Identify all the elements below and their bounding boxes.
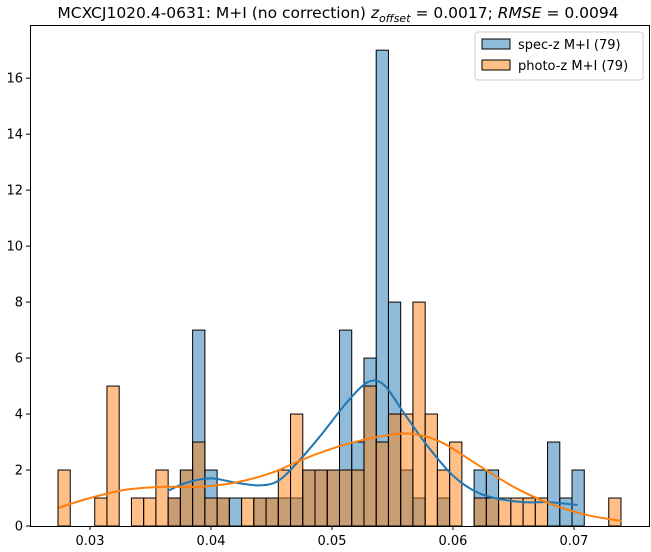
x-tick-label: 0.04 bbox=[197, 534, 226, 549]
bar-photo-z-bin-20 bbox=[302, 469, 316, 527]
legend: spec-z M+I (79) photo-z M+I (79) bbox=[474, 31, 644, 81]
bar-photo-z-bin-25 bbox=[363, 385, 377, 527]
legend-label-photo-z: photo-z M+I (79) bbox=[518, 59, 628, 74]
kde-line-photo-z bbox=[58, 432, 622, 522]
legend-box bbox=[474, 31, 644, 81]
x-tick-label: 0.07 bbox=[560, 534, 589, 549]
bar-photo-z-bin-29 bbox=[412, 301, 426, 527]
bar-photo-z-bin-4 bbox=[106, 385, 120, 527]
bar-photo-z-bin-34 bbox=[473, 497, 487, 527]
bar-photo-z-bin-17 bbox=[265, 497, 279, 527]
y-tick-label: 4 bbox=[15, 408, 23, 423]
plot-frame bbox=[30, 25, 650, 527]
bar-photo-z-bin-22 bbox=[326, 469, 340, 527]
bar-photo-z-bin-10 bbox=[179, 469, 194, 527]
bar-photo-z-bin-36 bbox=[498, 497, 512, 527]
legend-label-spec-z: spec-z M+I (79) bbox=[518, 38, 621, 53]
x-tick-label: 0.03 bbox=[76, 534, 105, 549]
legend-swatch-spec-z bbox=[481, 38, 511, 50]
bars-layer bbox=[57, 49, 622, 527]
x-tick-label: 0.05 bbox=[318, 534, 347, 549]
bar-spec-z-bin-42 bbox=[571, 469, 585, 527]
bar-photo-z-bin-26 bbox=[375, 441, 389, 527]
y-tick-label: 10 bbox=[6, 240, 23, 255]
bar-photo-z-bin-9 bbox=[167, 497, 181, 527]
bar-photo-z-bin-28 bbox=[400, 413, 414, 527]
bar-photo-z-bin-12 bbox=[204, 497, 218, 527]
bar-spec-z-bin-40 bbox=[547, 441, 561, 527]
bar-photo-z-bin-35 bbox=[485, 497, 500, 527]
chart-title: MCXCJ1020.4-0631: M+I (no correction) zo… bbox=[57, 4, 618, 25]
y-tick-label: 6 bbox=[15, 352, 23, 367]
bar-photo-z-bin-13 bbox=[216, 497, 230, 527]
bar-photo-z-bin-21 bbox=[314, 469, 328, 527]
bar-photo-z-bin-0 bbox=[57, 469, 71, 527]
bar-photo-z-bin-8 bbox=[155, 469, 169, 527]
kde-layer bbox=[58, 379, 622, 522]
y-tick-label: 14 bbox=[6, 128, 23, 143]
bar-photo-z-bin-30 bbox=[424, 413, 438, 527]
bar-photo-z-bin-7 bbox=[143, 497, 157, 527]
bar-spec-z-bin-14 bbox=[228, 497, 243, 527]
bar-photo-z-bin-32 bbox=[449, 441, 463, 527]
y-tick-label: 16 bbox=[6, 72, 23, 87]
bar-photo-z-bin-3 bbox=[94, 497, 108, 527]
bar-photo-z-bin-23 bbox=[338, 469, 353, 527]
bar-photo-z-bin-31 bbox=[436, 469, 451, 527]
bar-spec-z-bin-41 bbox=[559, 497, 573, 527]
bar-photo-z-bin-45 bbox=[608, 497, 622, 527]
bar-photo-z-bin-19 bbox=[290, 413, 304, 527]
bar-photo-z-bin-24 bbox=[351, 469, 365, 527]
legend-swatch-photo-z bbox=[481, 59, 511, 71]
x-tick-label: 0.06 bbox=[439, 534, 468, 549]
y-tick-label: 0 bbox=[15, 520, 23, 535]
y-tick-label: 8 bbox=[15, 296, 23, 311]
bar-photo-z-bin-15 bbox=[241, 497, 255, 527]
y-tick-label: 12 bbox=[6, 184, 23, 199]
bar-photo-z-bin-11 bbox=[192, 441, 206, 527]
y-tick-label: 2 bbox=[15, 464, 23, 479]
bar-photo-z-bin-6 bbox=[130, 497, 145, 527]
bar-photo-z-bin-16 bbox=[253, 497, 267, 527]
ticks-layer: 0.03 0.04 0.05 0.06 0.07 0 2 4 6 8 10 12 14 16 bbox=[6, 72, 588, 549]
bar-photo-z-bin-27 bbox=[387, 413, 402, 527]
